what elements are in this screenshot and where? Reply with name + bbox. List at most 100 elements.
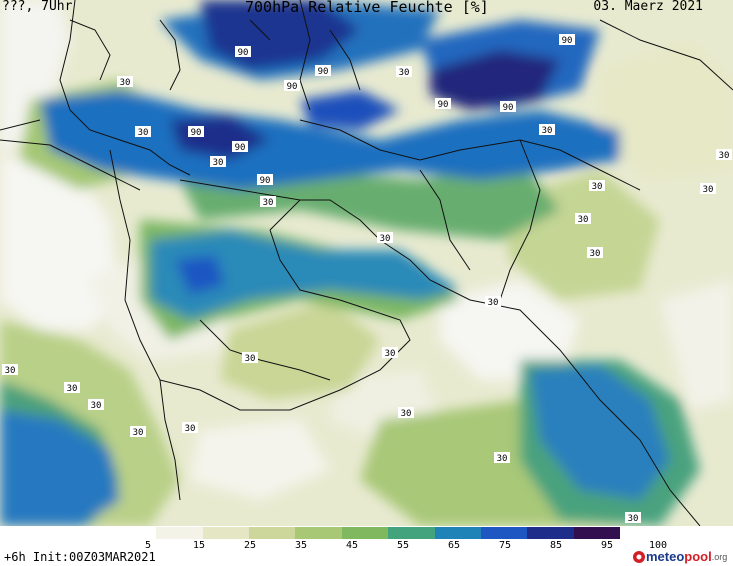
contour-label-90: 90 [500, 101, 516, 113]
map-title: 700hPa Relative Feuchte [%] [245, 0, 489, 16]
legend-swatch [434, 527, 482, 539]
contour-label-30: 30 [260, 196, 276, 208]
svg-text:90: 90 [235, 143, 246, 153]
contour-label-90: 90 [435, 98, 451, 110]
legend-tick-label: 5 [144, 540, 152, 551]
color-legend [110, 527, 621, 539]
legend-tick-label: 95 [600, 540, 614, 551]
legend-tick-label: 25 [243, 540, 257, 551]
svg-text:30: 30 [213, 158, 224, 168]
svg-text:30: 30 [185, 424, 196, 434]
contour-label-30: 30 [587, 247, 603, 259]
svg-text:30: 30 [590, 249, 601, 259]
svg-text:90: 90 [438, 100, 449, 110]
brand-pool: pool [684, 549, 712, 564]
legend-swatch [341, 527, 389, 539]
contour-label-30: 30 [88, 399, 104, 411]
contour-label-30: 30 [210, 156, 226, 168]
svg-text:30: 30 [91, 401, 102, 411]
contour-label-30: 30 [130, 426, 146, 438]
contour-label-30: 30 [382, 347, 398, 359]
legend-swatch [202, 527, 250, 539]
svg-text:30: 30 [401, 409, 412, 419]
legend-tick-label: 85 [549, 540, 563, 551]
svg-text:90: 90 [318, 67, 329, 77]
contour-label-30: 30 [2, 364, 18, 376]
contour-label-30: 30 [589, 180, 605, 192]
svg-text:90: 90 [191, 128, 202, 138]
contour-label-30: 30 [64, 382, 80, 394]
svg-text:90: 90 [238, 48, 249, 58]
svg-text:30: 30 [138, 128, 149, 138]
svg-text:90: 90 [562, 36, 573, 46]
svg-text:30: 30 [578, 215, 589, 225]
contour-label-30: 30 [539, 124, 555, 136]
svg-text:90: 90 [503, 103, 514, 113]
forecast-date: 03. Maerz 2021 [593, 0, 703, 14]
legend-tick-label: 75 [498, 540, 512, 551]
legend-tick-label: 45 [345, 540, 359, 551]
svg-text:90: 90 [287, 82, 298, 92]
svg-text:30: 30 [5, 366, 16, 376]
svg-text:30: 30 [380, 234, 391, 244]
contour-label-30: 30 [377, 232, 393, 244]
borders [0, 0, 733, 526]
svg-text:30: 30 [399, 68, 410, 78]
legend-swatch [156, 527, 204, 539]
legend-swatch [388, 527, 436, 539]
humidity-field [0, 0, 733, 526]
brand-meteo: meteo [646, 549, 685, 564]
contour-label-30: 30 [716, 149, 732, 161]
svg-text:30: 30 [497, 454, 508, 464]
contour-label-90: 90 [235, 46, 251, 58]
legend-swatch [527, 527, 575, 539]
svg-text:30: 30 [120, 78, 131, 88]
legend-tick-label: 55 [396, 540, 410, 551]
contour-label-30: 30 [182, 422, 198, 434]
contour-label-30: 30 [485, 296, 501, 308]
svg-text:30: 30 [703, 185, 714, 195]
contour-label-30: 30 [135, 126, 151, 138]
init-time-label: +6h Init:00Z03MAR2021 [4, 550, 156, 564]
contour-labels: 90 90 90 90 90 90 90 90 90 30 30 30 30 3… [2, 34, 732, 524]
legend-tick-label: 100 [648, 540, 668, 551]
contour-label-30: 30 [494, 452, 510, 464]
contour-label-30: 30 [700, 183, 716, 195]
meteopool-logo-icon [633, 550, 645, 563]
brand-org: .org [711, 551, 728, 562]
svg-text:30: 30 [263, 198, 274, 208]
legend-swatch [295, 527, 343, 539]
legend-tick-label: 35 [294, 540, 308, 551]
legend-swatch [573, 527, 621, 539]
svg-text:30: 30 [719, 151, 730, 161]
legend-tick-label: 15 [192, 540, 206, 551]
contour-label-30: 30 [575, 213, 591, 225]
svg-text:30: 30 [628, 514, 639, 524]
svg-text:30: 30 [592, 182, 603, 192]
header-run-label: ???, 7Uhr [2, 0, 73, 14]
svg-text:90: 90 [260, 176, 271, 186]
legend-tick-label: 65 [447, 540, 461, 551]
svg-text:30: 30 [67, 384, 78, 394]
contour-label-90: 90 [284, 80, 300, 92]
meteopool-logo[interactable]: meteo pool .org [632, 549, 727, 564]
svg-text:30: 30 [133, 428, 144, 438]
contour-label-30: 30 [242, 352, 258, 364]
svg-text:30: 30 [542, 126, 553, 136]
contour-label-30: 30 [117, 76, 133, 88]
contour-label-30: 30 [396, 66, 412, 78]
contour-label-90: 90 [315, 65, 331, 77]
contour-label-30: 30 [398, 407, 414, 419]
legend-swatch [249, 527, 296, 539]
humidity-map: 90 90 90 90 90 90 90 90 90 30 30 30 30 3… [0, 0, 733, 526]
legend-swatch [110, 527, 157, 539]
svg-text:30: 30 [488, 298, 499, 308]
svg-text:30: 30 [385, 349, 396, 359]
legend-swatch [480, 527, 528, 539]
contour-label-90: 90 [232, 141, 248, 153]
contour-label-90: 90 [257, 174, 273, 186]
svg-text:30: 30 [245, 354, 256, 364]
contour-label-90: 90 [188, 126, 204, 138]
contour-label-30: 30 [625, 512, 641, 524]
contour-label-90: 90 [559, 34, 575, 46]
